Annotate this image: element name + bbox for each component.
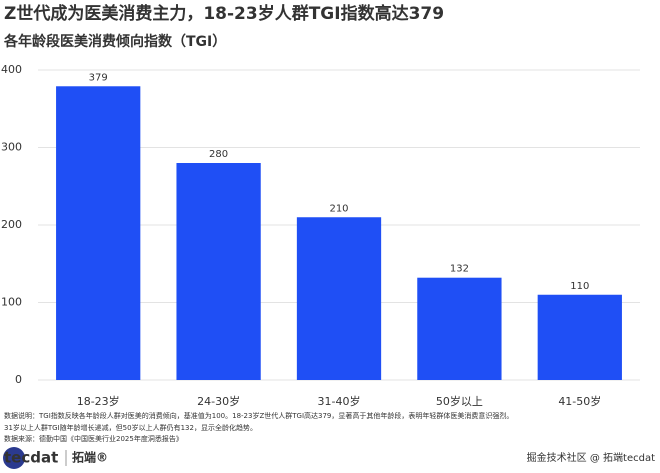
note: 数据来源：德勤中国《中国医美行业2025年度洞悉报告》 (4, 434, 183, 443)
bar (176, 163, 261, 380)
value-label: 210 (329, 203, 348, 214)
y-tick-label: 0 (15, 373, 22, 386)
bar (537, 294, 622, 380)
y-tick-label: 100 (1, 296, 22, 309)
chart-subtitle: 各年龄段医美消费倾向指数（TGI） (3, 33, 226, 50)
y-tick-label: 200 (1, 218, 22, 231)
logo-icon (3, 447, 25, 469)
y-tick-label: 300 (1, 141, 22, 154)
x-tick-label: 50岁以上 (436, 394, 483, 408)
x-tick-label: 31-40岁 (318, 394, 361, 408)
brand: 拓端® (72, 450, 108, 465)
value-label: 280 (209, 149, 228, 160)
note: 31岁以上人群TGI随年龄增长递减，但50岁以上人群仍有132，显示全龄化趋势。 (4, 423, 257, 432)
bar (417, 277, 502, 380)
x-tick-label: 18-23岁 (77, 394, 120, 408)
value-label: 132 (450, 264, 469, 275)
credit: 掘金技术社区 @ 拓端tecdat (527, 451, 655, 464)
note: 数据说明：TGI指数反映各年龄段人群对医美的消费倾向，基准值为100。18-23… (4, 411, 513, 420)
chart-title: Z世代成为医美消费主力，18-23岁人群TGI指数高达379 (4, 3, 444, 24)
y-tick-label: 400 (1, 63, 22, 76)
x-tick-label: 41-50岁 (558, 394, 601, 408)
bar (296, 217, 382, 380)
value-label: 110 (570, 281, 589, 292)
bar (56, 86, 141, 381)
logo: tecdat (4, 449, 58, 467)
value-label: 379 (89, 72, 108, 83)
x-tick-label: 24-30岁 (197, 394, 240, 408)
